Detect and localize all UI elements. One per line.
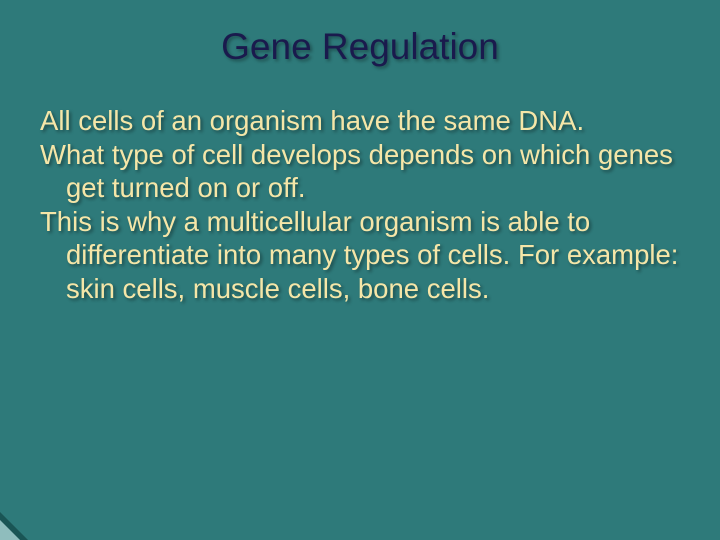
slide-container: Gene Regulation All cells of an organism… xyxy=(0,0,720,540)
body-paragraph: This is why a multicellular organism is … xyxy=(40,205,680,306)
slide-title: Gene Regulation xyxy=(40,26,680,68)
slide-body: All cells of an organism have the same D… xyxy=(40,104,680,305)
body-paragraph: What type of cell develops depends on wh… xyxy=(40,138,680,205)
body-paragraph: All cells of an organism have the same D… xyxy=(40,104,680,138)
corner-accent-light xyxy=(0,520,20,540)
